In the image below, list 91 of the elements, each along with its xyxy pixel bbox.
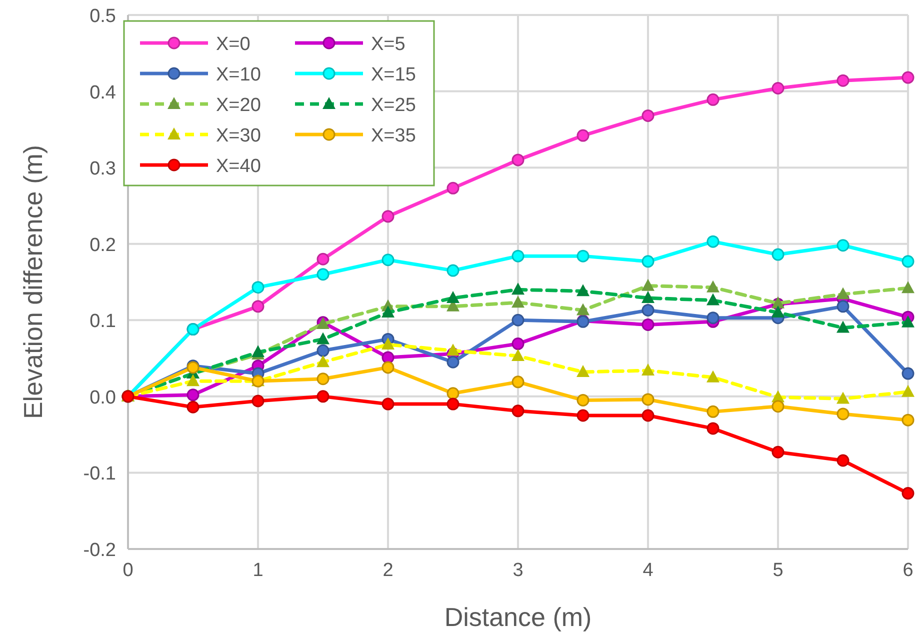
point [316, 332, 330, 344]
legend-label: X=0 [216, 34, 250, 55]
point [316, 390, 330, 403]
point [642, 318, 654, 331]
point [706, 235, 720, 248]
point [772, 248, 784, 261]
point [642, 393, 654, 406]
point [642, 109, 654, 122]
point [316, 252, 330, 266]
point [706, 422, 720, 435]
x-tick-label: 1 [252, 560, 264, 581]
point [576, 409, 590, 422]
point [902, 487, 914, 500]
y-tick-label: 0.4 [90, 82, 116, 104]
point [706, 93, 720, 106]
x-tick-label: 2 [382, 560, 394, 581]
point [512, 404, 524, 418]
point [446, 387, 460, 400]
legend-label: X=15 [371, 64, 416, 86]
point [252, 281, 264, 294]
legend-label: X=40 [216, 156, 261, 177]
point [512, 338, 524, 350]
point [316, 344, 330, 357]
point [836, 454, 850, 467]
point [446, 182, 460, 194]
x-tick-label: 4 [642, 560, 654, 581]
point [316, 372, 330, 386]
point [642, 255, 654, 268]
point [446, 356, 460, 368]
point [382, 210, 394, 223]
point [902, 414, 914, 426]
legend-label: X=35 [371, 126, 416, 146]
point [576, 284, 590, 296]
point [836, 239, 850, 252]
point [706, 312, 720, 324]
point [902, 255, 914, 268]
y-tick-label: 0.3 [90, 158, 116, 180]
point [512, 250, 524, 262]
point [576, 394, 590, 406]
point [446, 291, 460, 304]
point [706, 405, 720, 418]
point [252, 300, 264, 313]
point [902, 315, 914, 328]
point [512, 282, 524, 295]
point [902, 367, 914, 380]
point [642, 291, 654, 304]
y-tick-label: 0.2 [90, 234, 116, 256]
point [446, 398, 460, 410]
y-tick-label: 0.1 [90, 311, 116, 332]
point [512, 376, 524, 388]
point [382, 398, 394, 410]
y-tick-label: -0.1 [83, 464, 116, 485]
point [382, 306, 394, 318]
y-tick-label: 0.5 [90, 6, 116, 27]
point [772, 82, 784, 94]
y-tick-label: 0.0 [90, 387, 116, 408]
x-tick-label: 6 [902, 560, 914, 581]
point [382, 254, 394, 266]
point [446, 264, 460, 277]
point [512, 314, 524, 326]
point [252, 394, 264, 408]
legend-label: X=10 [216, 64, 261, 86]
legend-label: X=20 [216, 95, 261, 116]
point [836, 408, 850, 420]
legend-label: X=5 [371, 34, 406, 55]
y-tick-label: -0.2 [83, 540, 116, 561]
point [836, 320, 850, 333]
y-axis-title: Elevation difference (m) [18, 144, 48, 420]
point [186, 400, 200, 414]
legend-label: X=25 [371, 95, 416, 116]
point [836, 300, 850, 313]
x-tick-label: 5 [772, 560, 784, 581]
point [316, 268, 330, 281]
point [186, 388, 200, 402]
point [382, 351, 394, 364]
x-tick-label: 0 [122, 560, 134, 581]
legend-label: X=30 [216, 126, 261, 146]
point [512, 154, 524, 166]
point [772, 400, 784, 413]
x-axis-title: Distance (m) [444, 602, 592, 632]
point [382, 361, 394, 374]
point [836, 74, 850, 87]
point [772, 446, 784, 458]
x-tick-label: 3 [512, 560, 524, 581]
point [642, 409, 654, 422]
point [576, 129, 590, 142]
point [706, 293, 720, 306]
point [772, 306, 784, 318]
point [576, 250, 590, 262]
point [902, 71, 914, 84]
point [642, 304, 654, 316]
